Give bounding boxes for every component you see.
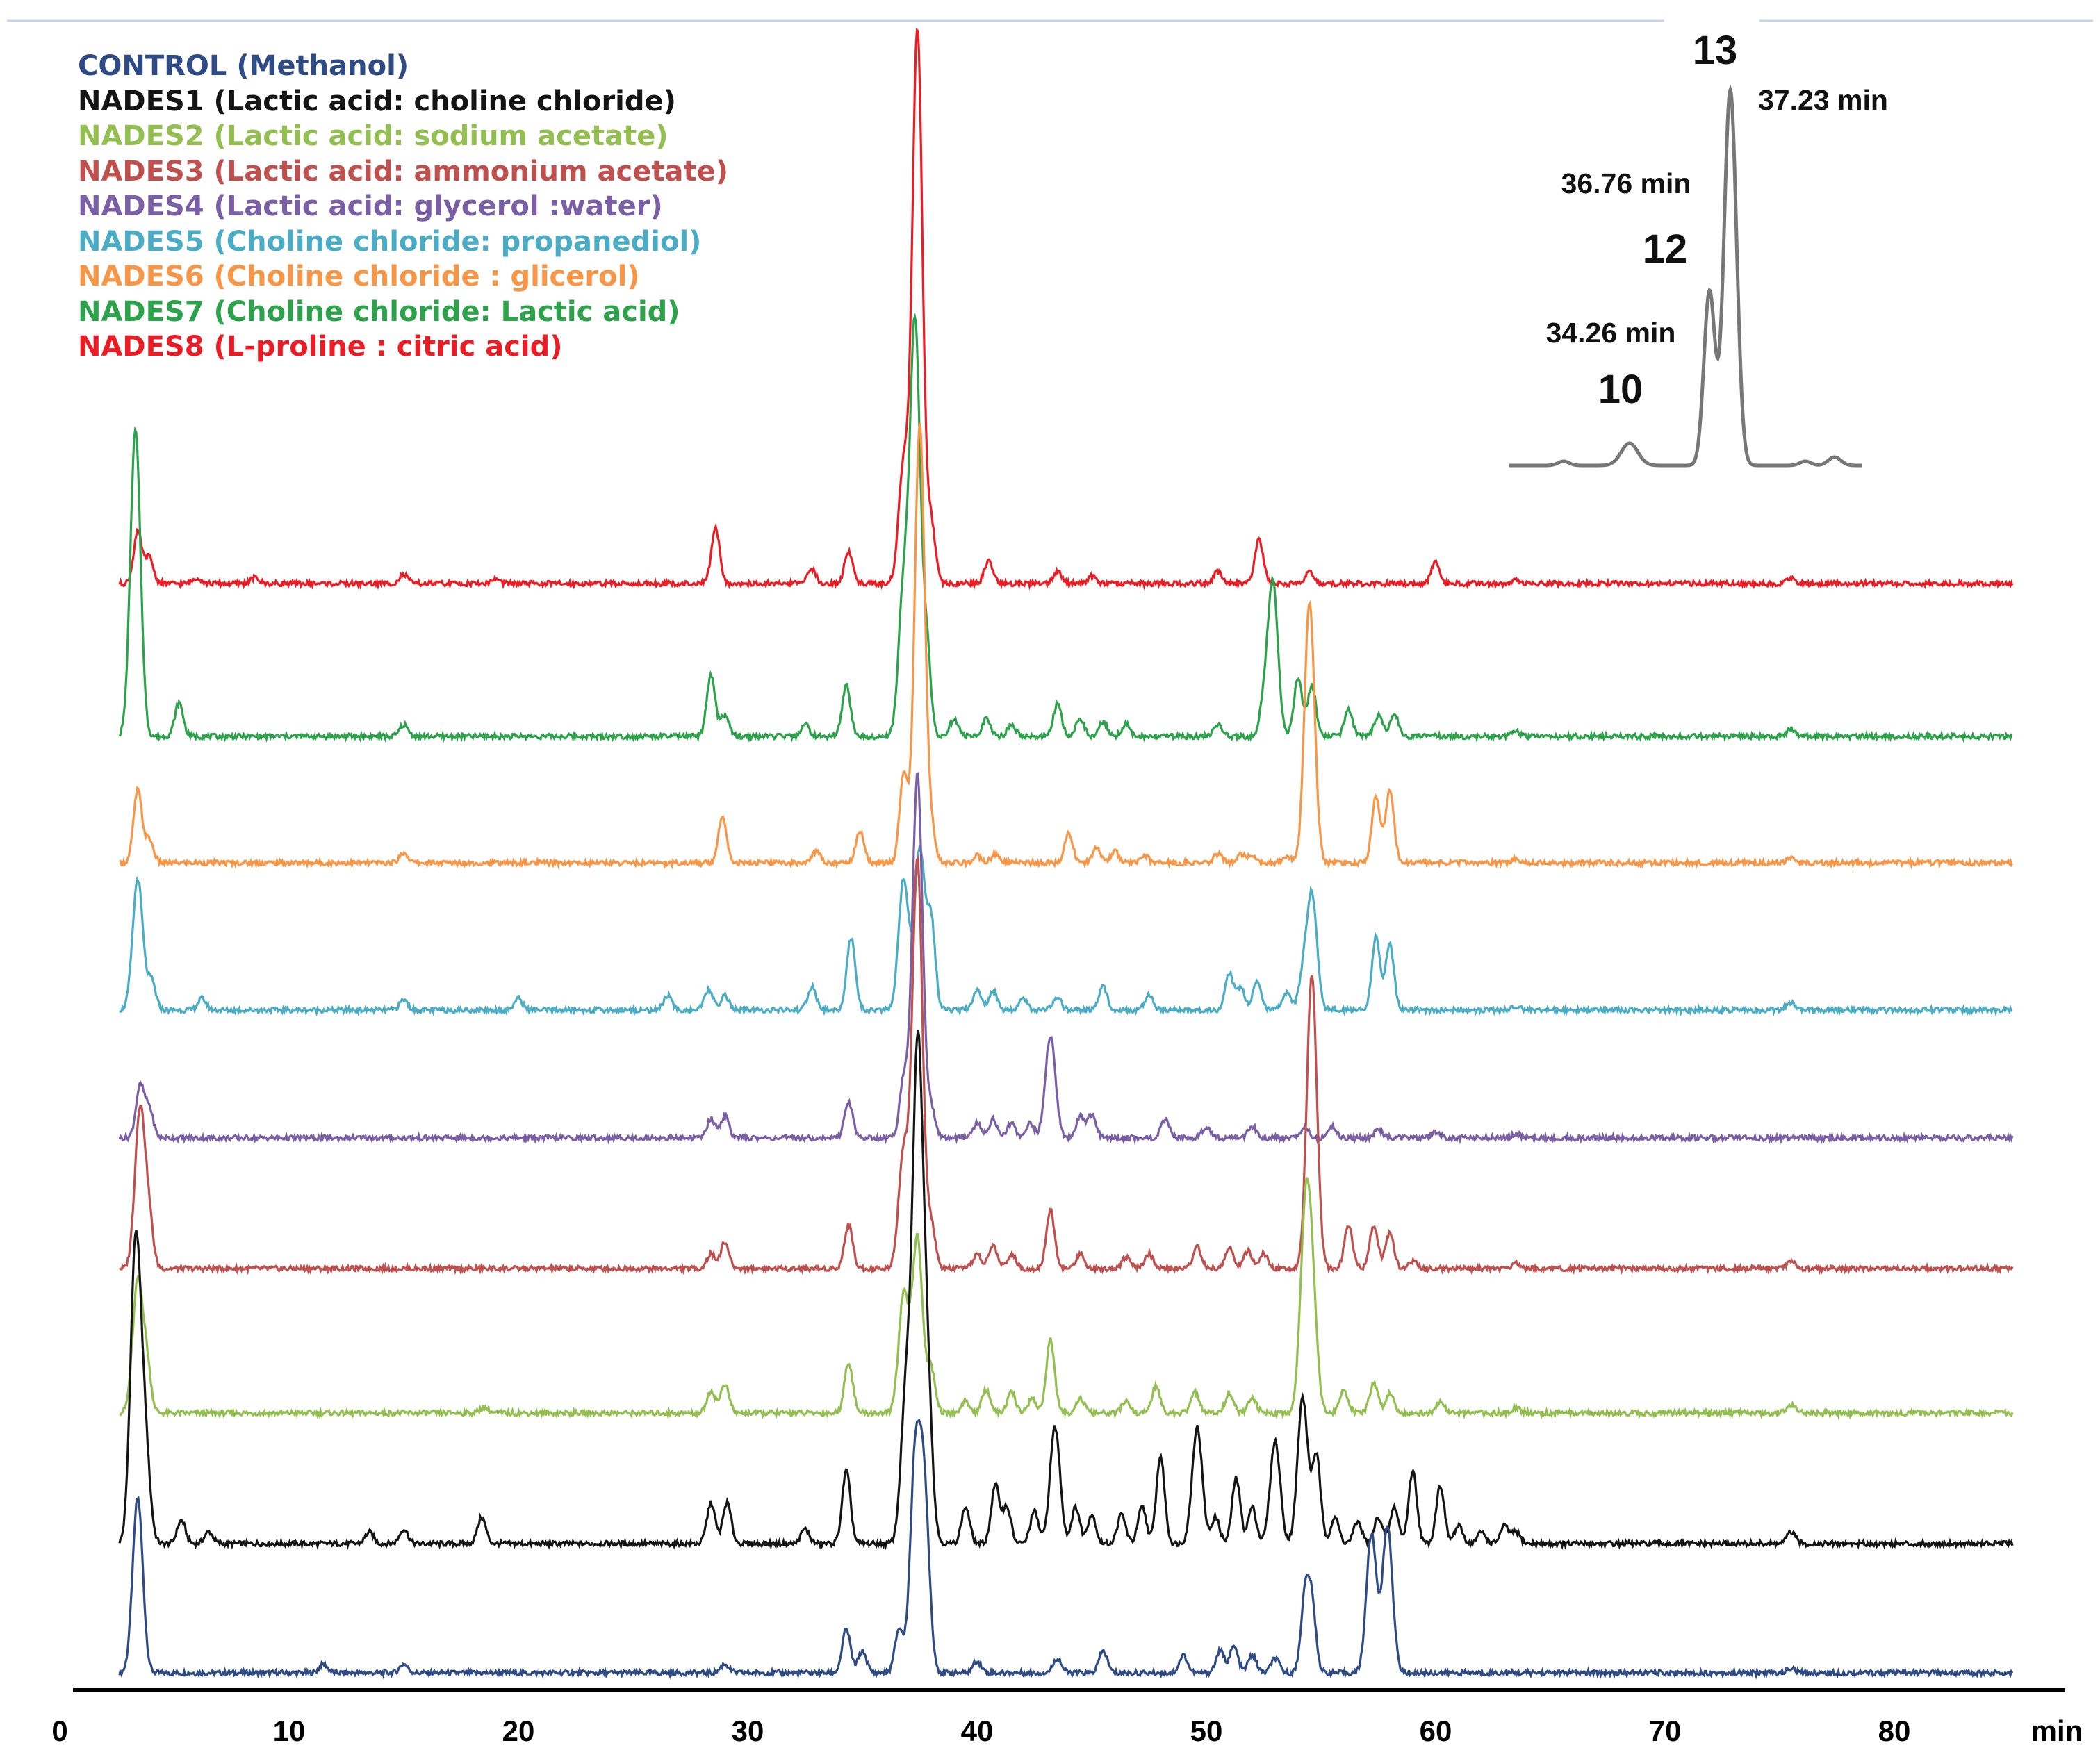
inset-trace [1509, 84, 1862, 468]
inset-peak-10-label: 10 [1598, 367, 1643, 412]
x-tick-label-6: 60 [1420, 1715, 1452, 1747]
series-line-7 [118, 313, 2013, 743]
x-ticks: 0 10 20 30 40 50 60 70 80 [51, 1715, 1910, 1747]
legend: CONTROL (Methanol) NADES1 (Lactic acid: c… [78, 49, 728, 365]
legend-item-5: NADES5 (Choline chloride: propanediol) [78, 225, 702, 258]
inset-peak-12-label: 12 [1643, 226, 1688, 272]
series-line-6 [119, 422, 2014, 870]
x-axis-unit-label: min [2031, 1715, 2083, 1747]
x-tick-label-2: 20 [502, 1715, 535, 1747]
inset-peak-13-time: 37.23 min [1758, 84, 1888, 116]
legend-item-7: NADES7 (Choline chloride: Lactic acid) [78, 295, 680, 328]
legend-item-6: NADES6 (Choline chloride : glicerol) [78, 261, 640, 292]
inset-peak-12-time: 36.76 min [1561, 167, 1691, 199]
x-tick-label-8: 80 [1878, 1715, 1911, 1747]
inset-chromatogram: 13 37.23 min 36.76 min 12 34.26 min 10 [1509, 28, 1888, 468]
series-line-4 [118, 772, 2014, 1145]
series-line-3 [119, 854, 2014, 1275]
legend-item-0: CONTROL (Methanol) [78, 50, 409, 82]
x-tick-label-5: 50 [1190, 1715, 1223, 1747]
series-line-1 [118, 1030, 2014, 1551]
x-tick-label-1: 10 [273, 1715, 306, 1747]
inset-peak-13-label: 13 [1693, 28, 1738, 73]
inset-peak-10-time: 34.26 min [1546, 317, 1676, 349]
x-tick-label-4: 40 [961, 1715, 994, 1747]
x-tick-label-0: 0 [51, 1715, 67, 1747]
x-tick-label-3: 30 [732, 1715, 764, 1747]
legend-item-4: NADES4 (Lactic acid: glycerol :water) [78, 190, 663, 222]
legend-item-8: NADES8 (L-proline : citric acid) [78, 331, 563, 363]
legend-item-2: NADES2 (Lactic acid: sodium acetate) [78, 120, 668, 152]
series-line-0 [118, 1418, 2014, 1680]
legend-item-3: NADES3 (Lactic acid: ammonium acetate) [78, 155, 729, 188]
x-tick-label-7: 70 [1649, 1715, 1682, 1747]
series-line-5 [119, 845, 2013, 1017]
series-layer [118, 28, 2014, 1680]
series-line-2 [119, 1177, 2014, 1420]
series-line-8 [118, 28, 2014, 591]
legend-item-1: NADES1 (Lactic acid: choline chloride) [78, 85, 676, 117]
